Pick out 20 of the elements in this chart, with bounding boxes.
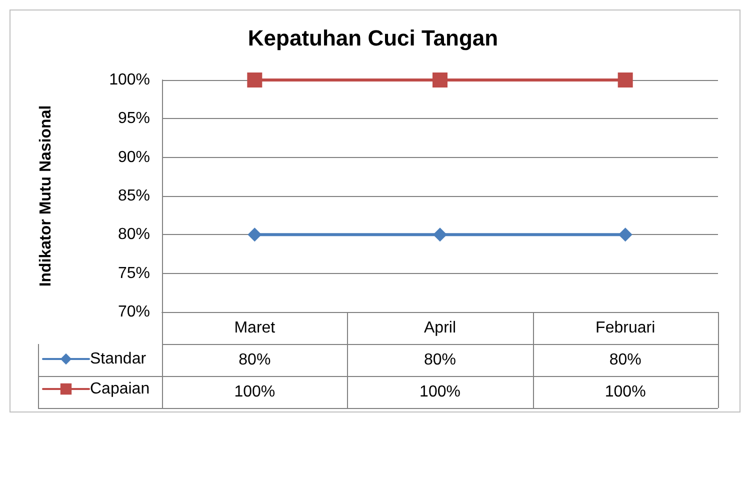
x-tick-label: April (424, 320, 456, 336)
y-tick-label: 85% (118, 188, 150, 204)
y-tick-label: 95% (118, 110, 150, 128)
data-label: 100% (420, 384, 460, 400)
legend-label: Standar (90, 350, 147, 368)
y-tick-label: 80% (118, 226, 150, 244)
x-tick-label: Februari (596, 320, 656, 336)
data-label: 100% (604, 384, 646, 400)
data-label: 80% (609, 352, 642, 368)
chart-title: Kepatuhan Cuci Tangan (248, 26, 498, 50)
y-tick-label: 70% (118, 304, 150, 320)
y-tick-label: 100% (109, 72, 150, 88)
x-tick-label: Maret (234, 320, 276, 336)
data-label: 100% (234, 384, 276, 400)
y-axis-title: Indikator Mutu Nasional (38, 105, 54, 287)
data-label: 80% (424, 352, 456, 368)
y-tick-label: 75% (118, 264, 150, 282)
legend-label: Capaian (90, 380, 150, 398)
y-tick-label: 90% (118, 148, 150, 166)
data-label: 80% (238, 352, 271, 368)
